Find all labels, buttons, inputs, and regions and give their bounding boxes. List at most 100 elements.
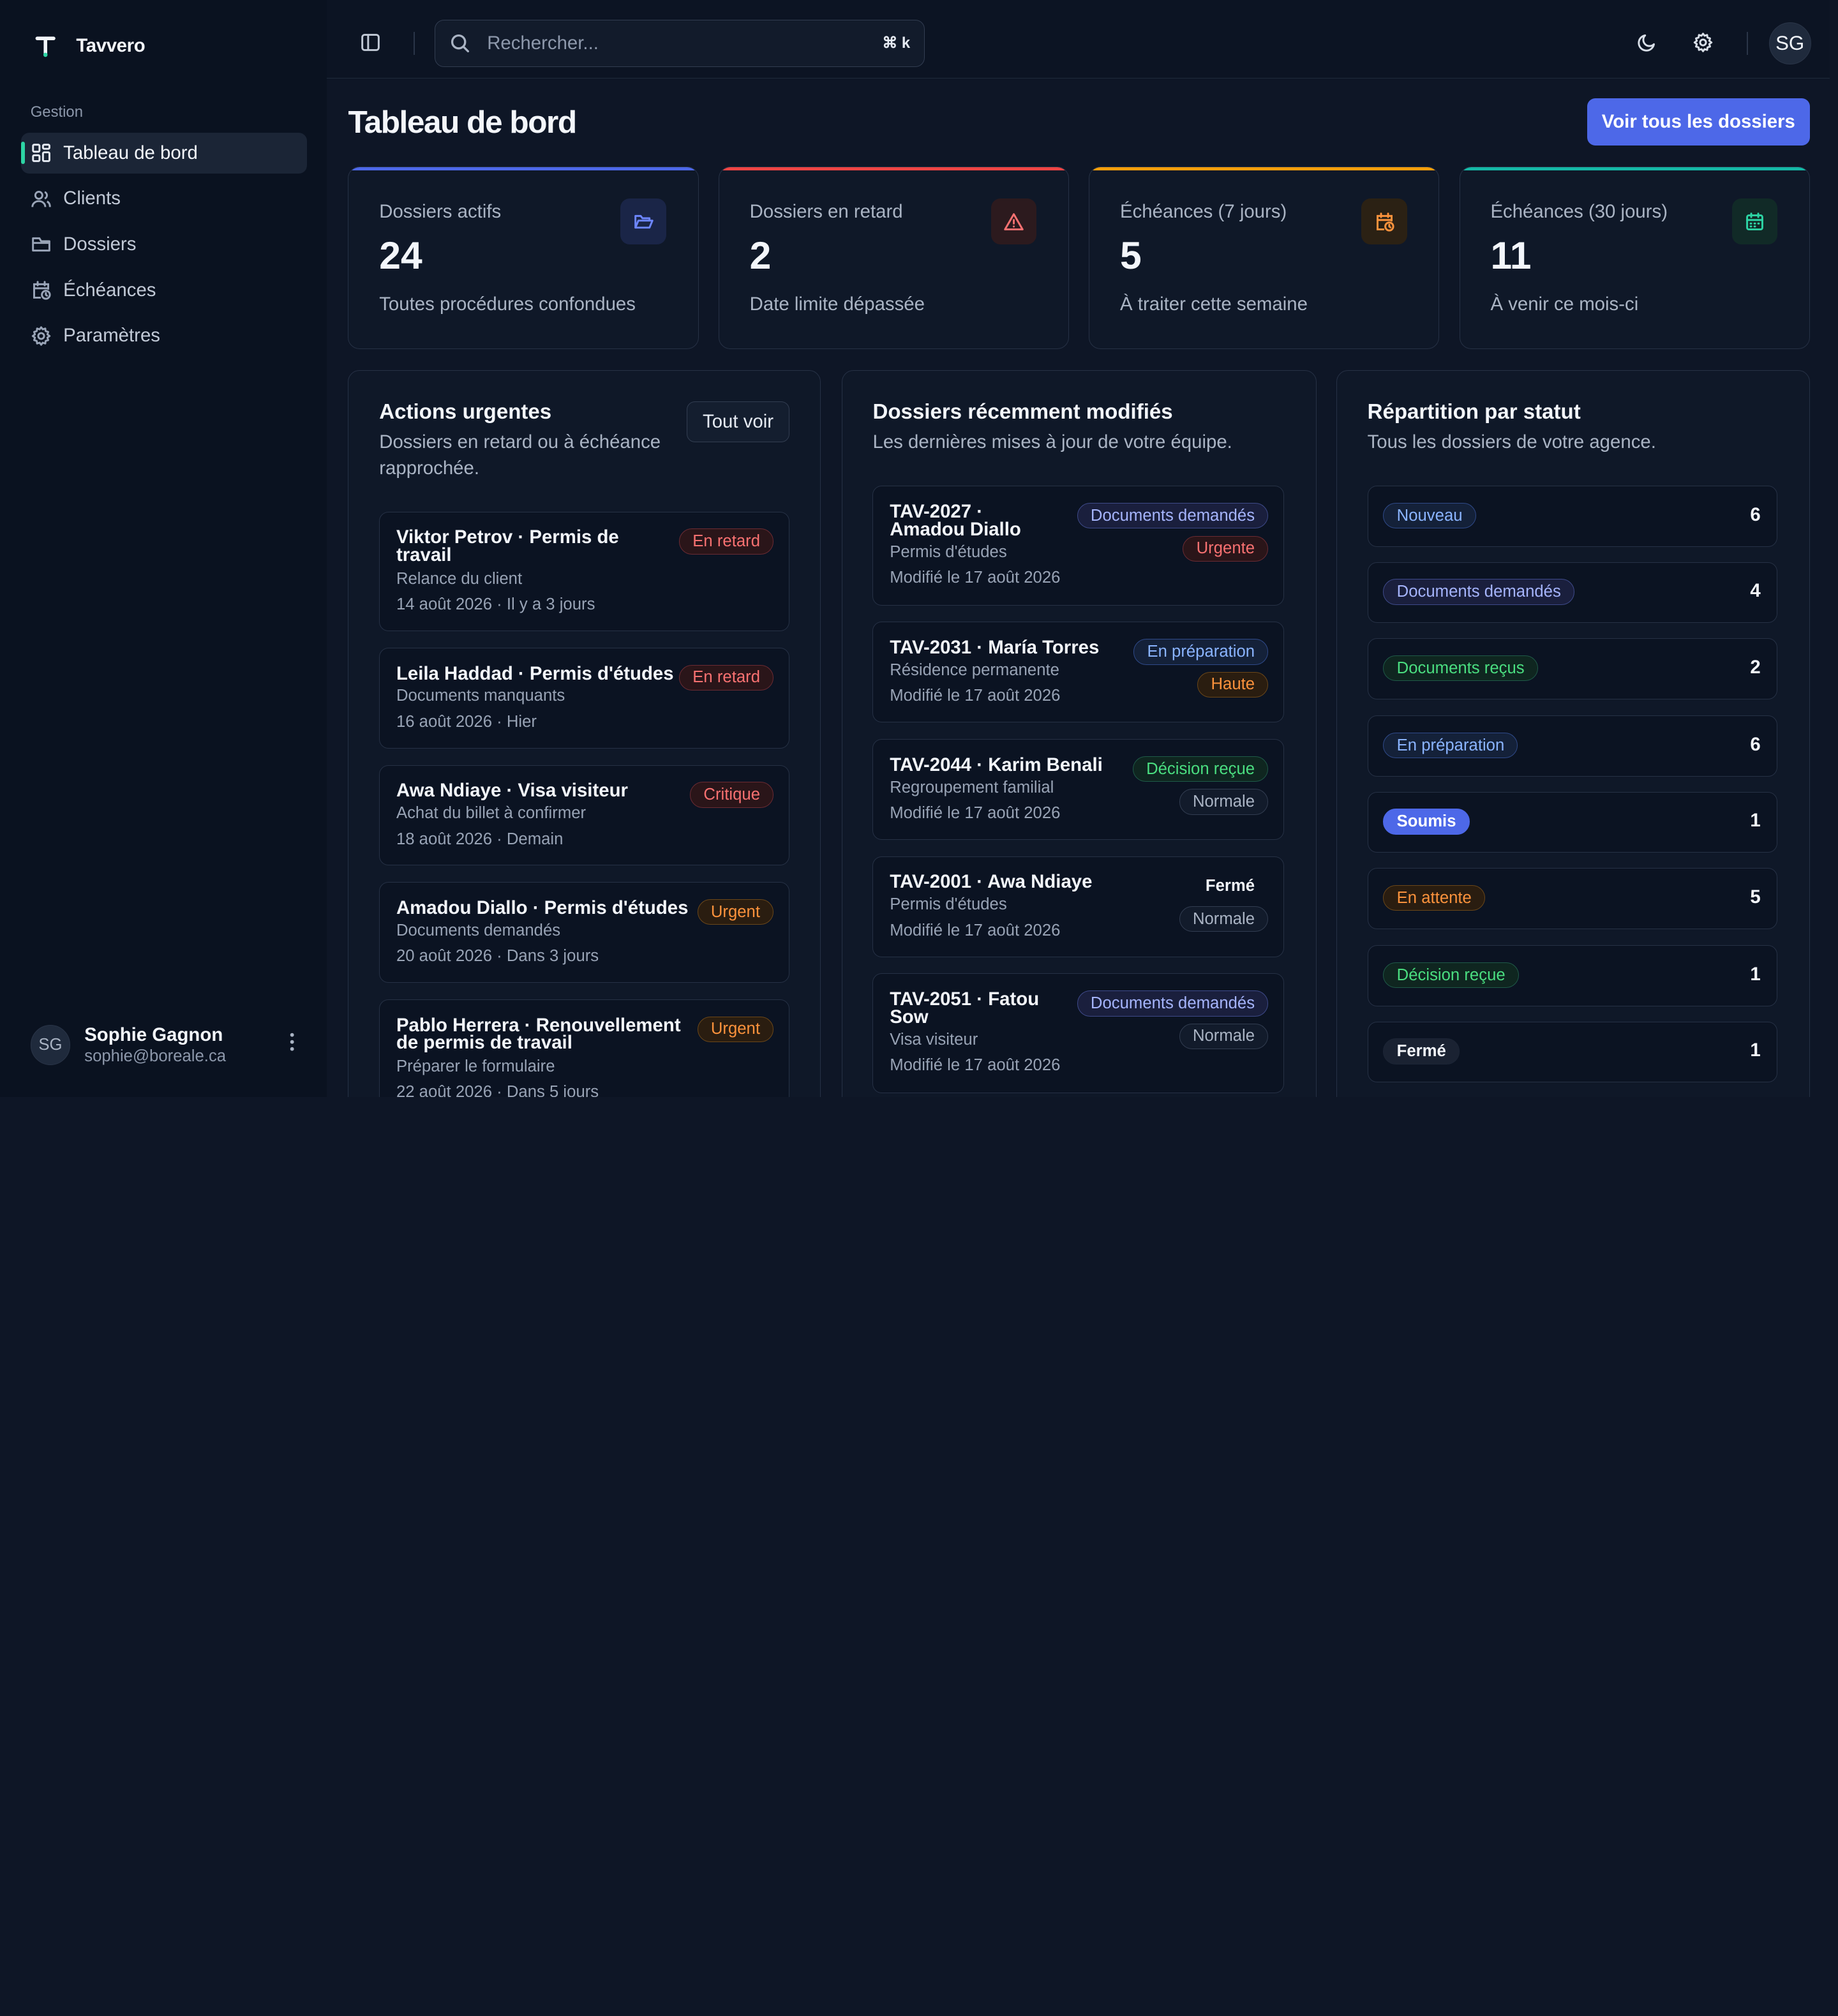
urgent-actions-panel: Actions urgentes Dossiers en retard ou à… xyxy=(348,370,821,1098)
divider xyxy=(1746,31,1748,56)
status-badge: En retard xyxy=(679,528,774,555)
page-title: Tableau de bord xyxy=(348,103,577,140)
stat-card-active[interactable]: Dossiers actifs 24 Toutes procédures con… xyxy=(348,166,699,350)
item-title: TAV-2031 · María Torres xyxy=(890,637,1100,659)
settings-icon[interactable] xyxy=(1691,31,1715,54)
urgent-item[interactable]: Leila Haddad · Permis d'études Documents… xyxy=(379,647,790,749)
title-line: Amadou Diallo xyxy=(890,518,1021,540)
item-title: TAV-2027 · Amadou Diallo xyxy=(890,501,1021,540)
item-procedure: Visa visiteur xyxy=(890,1030,978,1049)
recent-item[interactable]: TAV-2031 · María Torres Résidence perman… xyxy=(872,622,1285,723)
stat-value: 5 xyxy=(1120,233,1142,277)
see-all-button[interactable]: Tout voir xyxy=(687,401,789,443)
sidebar-item-tableau-de-bord[interactable]: Tableau de bord xyxy=(21,132,308,174)
status-count: 1 xyxy=(1750,963,1761,985)
status-count: 4 xyxy=(1750,580,1761,602)
title-line: TAV-2051 · Fatou xyxy=(890,989,1040,1010)
stat-card-late[interactable]: Dossiers en retard 2 Date limite dépassé… xyxy=(718,166,1070,350)
recent-item[interactable]: TAV-2051 · Fatou Sow Visa visiteur Modif… xyxy=(872,973,1285,1093)
status-badge: Documents reçus xyxy=(1383,655,1538,682)
status-badge: Urgent xyxy=(697,1016,774,1042)
item-title: Pablo Herrera · Renouvellement de permis… xyxy=(396,1015,681,1054)
status-badge: Documents demandés xyxy=(1383,579,1575,605)
status-badge: En attente xyxy=(1383,885,1486,911)
urgent-item[interactable]: Pablo Herrera · Renouvellement de permis… xyxy=(379,999,790,1098)
sidebar-nav: Tableau de bord Clients Dossiers xyxy=(21,132,308,361)
priority-badge: Normale xyxy=(1179,789,1269,815)
search-placeholder: Rechercher... xyxy=(487,32,599,54)
stat-label: Dossiers actifs xyxy=(379,201,502,223)
stat-caption: À venir ce mois-ci xyxy=(1490,294,1639,315)
sidebar-toggle-icon[interactable] xyxy=(357,29,383,55)
status-row-decision-recue[interactable]: Décision reçue 1 xyxy=(1367,945,1778,1006)
folder-icon xyxy=(31,234,52,255)
panel-subtitle: Tous les dossiers de votre agence. xyxy=(1367,431,1656,453)
stat-card-deadlines-7[interactable]: Échéances (7 jours) 5 À traiter cette se… xyxy=(1089,166,1440,350)
status-count: 2 xyxy=(1750,656,1761,678)
item-procedure: Permis d'études xyxy=(890,895,1007,914)
urgent-item[interactable]: Amadou Diallo · Permis d'études Document… xyxy=(379,882,790,983)
folder-open-icon xyxy=(620,198,667,244)
status-badge: Urgent xyxy=(697,899,774,925)
user-meta: Sophie Gagnon sophie@boreale.ca xyxy=(84,1024,269,1066)
avatar[interactable]: SG xyxy=(1768,22,1811,64)
user-name: Sophie Gagnon xyxy=(84,1024,223,1046)
status-count: 6 xyxy=(1750,504,1761,525)
title-line: de permis de travail xyxy=(396,1032,572,1054)
moon-icon[interactable] xyxy=(1635,31,1659,54)
status-badge: Décision reçue xyxy=(1383,962,1519,989)
user-profile[interactable]: SG Sophie Gagnon sophie@boreale.ca xyxy=(30,1024,300,1066)
status-row-documents-demandes[interactable]: Documents demandés 4 xyxy=(1367,562,1778,623)
status-row-ferme[interactable]: Fermé 1 xyxy=(1367,1021,1778,1083)
item-procedure: Permis d'études xyxy=(890,542,1007,561)
status-badge: Soumis xyxy=(1383,809,1470,835)
gear-icon xyxy=(31,325,52,347)
user-email: sophie@boreale.ca xyxy=(84,1047,227,1066)
sidebar-item-label: Clients xyxy=(63,188,121,209)
item-task: Documents manquants xyxy=(396,687,565,705)
brand[interactable]: Tavvero xyxy=(31,31,146,61)
item-task: Documents demandés xyxy=(396,921,561,939)
search-input[interactable]: Rechercher... ⌘ k xyxy=(435,20,925,67)
view-all-dossiers-button[interactable]: Voir tous les dossiers xyxy=(1587,98,1810,146)
calendar-clock-icon xyxy=(1361,198,1407,244)
sidebar-item-dossiers[interactable]: Dossiers xyxy=(21,224,307,265)
status-badge: Nouveau xyxy=(1383,503,1476,529)
subtitle-line: Dossiers en retard ou à échéance xyxy=(379,431,661,453)
panel-title: Dossiers récemment modifiés xyxy=(872,400,1173,424)
recent-item[interactable]: TAV-2001 · Awa Ndiaye Permis d'études Mo… xyxy=(872,856,1285,957)
sidebar-item-clients[interactable]: Clients xyxy=(21,178,307,219)
sidebar: Tavvero Gestion Tableau de bord xyxy=(0,0,327,1098)
sidebar-item-echeances[interactable]: Échéances xyxy=(21,269,307,310)
status-row-en-attente[interactable]: En attente 5 xyxy=(1367,868,1778,929)
item-title: TAV-2001 · Awa Ndiaye xyxy=(890,871,1093,893)
users-icon xyxy=(31,188,52,209)
recent-dossiers-panel: Dossiers récemment modifiés Les dernière… xyxy=(841,370,1317,1098)
topbar: Rechercher... ⌘ k SG xyxy=(327,0,1830,79)
recent-item[interactable]: TAV-2044 · Karim Benali Regroupement fam… xyxy=(872,739,1285,840)
sidebar-item-label: Paramètres xyxy=(63,325,160,347)
stat-caption: À traiter cette semaine xyxy=(1120,294,1308,315)
more-vertical-icon[interactable] xyxy=(283,1033,300,1057)
accent-bar xyxy=(1089,167,1439,171)
urgent-item[interactable]: Viktor Petrov · Permis de travail Relanc… xyxy=(379,511,790,632)
status-row-en-preparation[interactable]: En préparation 6 xyxy=(1367,715,1778,777)
status-badge: Documents demandés xyxy=(1077,990,1269,1017)
panel-subtitle: Les dernières mises à jour de votre équi… xyxy=(872,431,1232,453)
accent-bar xyxy=(348,167,698,171)
status-row-documents-recus[interactable]: Documents reçus 2 xyxy=(1367,638,1778,699)
item-title: TAV-2044 · Karim Benali xyxy=(890,754,1103,775)
status-badge: En préparation xyxy=(1133,639,1269,665)
status-row-soumis[interactable]: Soumis 1 xyxy=(1367,791,1778,853)
recent-item[interactable]: TAV-2027 · Amadou Diallo Permis d'études… xyxy=(872,486,1285,606)
stat-card-deadlines-30[interactable]: Échéances (30 jours) 11 À venir ce mois-… xyxy=(1459,166,1810,350)
stat-label: Dossiers en retard xyxy=(749,201,903,223)
priority-badge: Normale xyxy=(1179,1023,1269,1049)
item-modified: Modifié le 17 août 2026 xyxy=(890,1056,1061,1075)
status-row-nouveau[interactable]: Nouveau 6 xyxy=(1367,486,1778,547)
urgent-item[interactable]: Awa Ndiaye · Visa visiteur Achat du bill… xyxy=(379,765,790,866)
sidebar-item-parametres[interactable]: Paramètres xyxy=(21,315,307,356)
title-line: TAV-2027 · xyxy=(890,501,983,523)
item-date: 18 août 2026 · Demain xyxy=(396,830,564,848)
item-modified: Modifié le 17 août 2026 xyxy=(890,568,1061,586)
